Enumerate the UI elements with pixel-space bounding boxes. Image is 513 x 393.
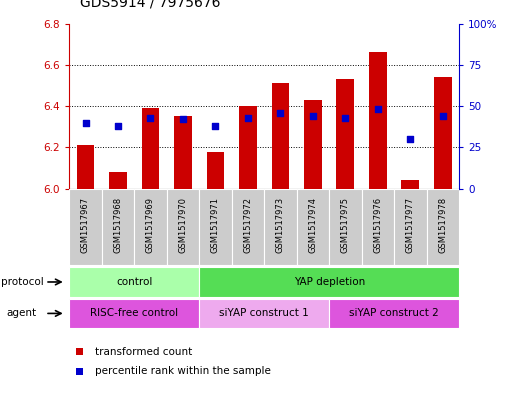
Bar: [297, 189, 329, 265]
Text: GSM1517976: GSM1517976: [373, 197, 382, 253]
Bar: [142, 108, 160, 189]
Text: GSM1517973: GSM1517973: [276, 197, 285, 253]
Text: GSM1517971: GSM1517971: [211, 197, 220, 253]
Bar: [167, 189, 199, 265]
Bar: [134, 189, 167, 265]
Text: transformed count: transformed count: [95, 347, 192, 357]
Text: GSM1517975: GSM1517975: [341, 197, 350, 253]
Point: [114, 123, 122, 129]
Bar: [271, 83, 289, 189]
Point: [341, 114, 349, 121]
Bar: [76, 348, 83, 355]
Point: [82, 119, 90, 126]
Bar: [362, 189, 394, 265]
Bar: [402, 180, 419, 189]
Bar: [394, 189, 427, 265]
Point: [374, 106, 382, 112]
Text: YAP depletion: YAP depletion: [293, 277, 365, 287]
Point: [309, 113, 317, 119]
Point: [277, 110, 285, 116]
Bar: [199, 299, 329, 328]
Text: control: control: [116, 277, 152, 287]
Bar: [69, 299, 199, 328]
Text: GSM1517978: GSM1517978: [439, 197, 447, 253]
Text: siYAP construct 2: siYAP construct 2: [349, 309, 439, 318]
Text: RISC-free control: RISC-free control: [90, 309, 179, 318]
Text: agent: agent: [6, 309, 36, 318]
Text: protocol: protocol: [1, 277, 44, 287]
Bar: [337, 79, 354, 189]
Bar: [69, 189, 102, 265]
Bar: [199, 267, 459, 297]
Point: [439, 113, 447, 119]
Text: GSM1517972: GSM1517972: [244, 197, 252, 253]
Bar: [232, 189, 264, 265]
Bar: [369, 52, 387, 189]
Bar: [102, 189, 134, 265]
Text: siYAP construct 1: siYAP construct 1: [220, 309, 309, 318]
Point: [146, 114, 154, 121]
Bar: [199, 189, 232, 265]
Bar: [304, 100, 322, 189]
Bar: [239, 106, 257, 189]
Text: GSM1517967: GSM1517967: [81, 197, 90, 253]
Text: percentile rank within the sample: percentile rank within the sample: [95, 366, 271, 376]
Point: [179, 116, 187, 123]
Text: GSM1517968: GSM1517968: [113, 197, 123, 253]
Bar: [329, 189, 362, 265]
Text: GSM1517970: GSM1517970: [179, 197, 187, 253]
Bar: [174, 116, 192, 189]
Point: [211, 123, 220, 129]
Text: GSM1517977: GSM1517977: [406, 197, 415, 253]
Bar: [76, 145, 94, 189]
Bar: [207, 151, 224, 189]
Text: GSM1517969: GSM1517969: [146, 197, 155, 253]
Bar: [434, 77, 452, 189]
Bar: [76, 368, 83, 375]
Bar: [329, 299, 459, 328]
Text: GSM1517974: GSM1517974: [308, 197, 318, 253]
Bar: [109, 172, 127, 189]
Bar: [264, 189, 297, 265]
Bar: [69, 267, 199, 297]
Bar: [427, 189, 459, 265]
Text: GDS5914 / 7975676: GDS5914 / 7975676: [80, 0, 220, 10]
Point: [406, 136, 415, 142]
Point: [244, 114, 252, 121]
